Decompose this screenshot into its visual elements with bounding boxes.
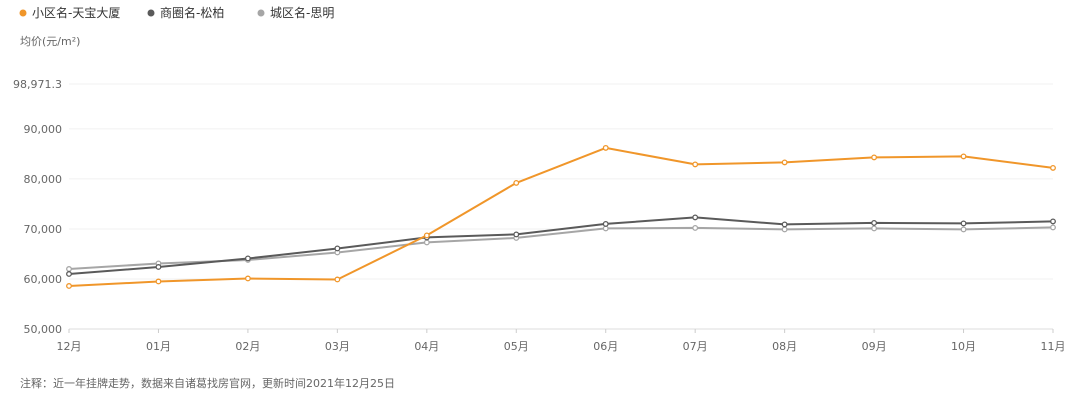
data-point[interactable]	[781, 159, 788, 166]
data-point[interactable]	[1050, 164, 1056, 171]
x-tick-label: 05月	[504, 340, 529, 353]
data-point[interactable]	[1050, 218, 1056, 225]
data-point[interactable]	[781, 226, 788, 233]
x-tick-label: 10月	[951, 340, 976, 353]
series-line	[68, 216, 1054, 275]
y-tick-label: 80,000	[24, 173, 63, 186]
legend: 小区名-天宝大厦 商圈名-松柏 城区名-思明	[19, 5, 335, 20]
legend-label: 商圈名-松柏	[160, 5, 224, 20]
y-tick-label: 70,000	[24, 223, 63, 236]
y-tick-label: 50,000	[24, 323, 63, 336]
data-point[interactable]	[602, 144, 609, 151]
series-group	[66, 224, 1056, 272]
legend-label: 城区名-思明	[270, 5, 334, 20]
x-tick-label: 06月	[593, 340, 618, 353]
gridlines	[69, 83, 1053, 330]
data-point[interactable]	[244, 255, 251, 262]
data-point[interactable]	[602, 220, 609, 227]
data-point[interactable]	[871, 225, 878, 232]
y-tick-label: 98,971.3	[13, 78, 62, 91]
data-point[interactable]	[513, 231, 520, 238]
data-point[interactable]	[66, 266, 72, 272]
data-point[interactable]	[871, 219, 878, 226]
legend-label: 小区名-天宝大厦	[32, 5, 120, 20]
x-tick-label: 12月	[57, 340, 82, 353]
data-point[interactable]	[334, 245, 341, 252]
footnote: 注释：近一年挂牌走势，数据来自诸葛找房官网，更新时间2021年12月25日	[20, 376, 395, 390]
x-tick-label: 04月	[414, 340, 439, 353]
series-line	[68, 146, 1054, 287]
data-point[interactable]	[244, 275, 251, 282]
y-axis-label: 均价(元/m²)	[20, 35, 80, 48]
x-tick-label: 09月	[862, 340, 887, 353]
y-tick-label: 60,000	[24, 273, 63, 286]
data-point[interactable]	[871, 154, 878, 161]
series-group	[66, 214, 1056, 277]
x-tick-label: 03月	[325, 340, 350, 353]
series-line	[68, 226, 1054, 270]
data-point[interactable]	[423, 232, 430, 239]
data-point[interactable]	[423, 239, 430, 246]
data-point[interactable]	[66, 271, 72, 277]
legend-item[interactable]: 城区名-思明	[257, 5, 335, 20]
data-point[interactable]	[960, 153, 967, 160]
data-point[interactable]	[781, 221, 788, 228]
data-point[interactable]	[513, 179, 520, 186]
data-point[interactable]	[66, 283, 72, 289]
data-point[interactable]	[692, 214, 699, 221]
legend-item[interactable]: 小区名-天宝大厦	[19, 5, 121, 20]
data-point[interactable]	[334, 276, 341, 283]
series-lines	[66, 144, 1056, 289]
data-point[interactable]	[960, 220, 967, 227]
legend-item[interactable]: 商圈名-松柏	[147, 5, 225, 20]
y-axis-ticks: 50,000 60,000 70,000 80,000 90,000 98,971.3	[13, 78, 62, 336]
x-axis: 12月 01月 02月 03月 04月 05月 06月 07月 08月 09月 10月 11月	[57, 329, 1066, 353]
x-tick-label: 11月	[1041, 340, 1066, 353]
data-point[interactable]	[155, 264, 162, 270]
x-tick-label: 02月	[235, 340, 260, 353]
legend-marker-icon	[19, 9, 27, 17]
x-tick-label: 08月	[772, 340, 797, 353]
data-point[interactable]	[692, 224, 699, 231]
data-point[interactable]	[155, 278, 162, 285]
data-point[interactable]	[960, 226, 967, 233]
legend-marker-icon	[257, 9, 265, 17]
series-group	[66, 144, 1056, 289]
data-point[interactable]	[692, 161, 699, 168]
x-tick-label: 01月	[146, 340, 171, 353]
data-point[interactable]	[1050, 224, 1056, 231]
x-tick-label: 07月	[683, 340, 708, 353]
legend-marker-icon	[147, 9, 155, 17]
y-tick-label: 90,000	[24, 123, 63, 136]
